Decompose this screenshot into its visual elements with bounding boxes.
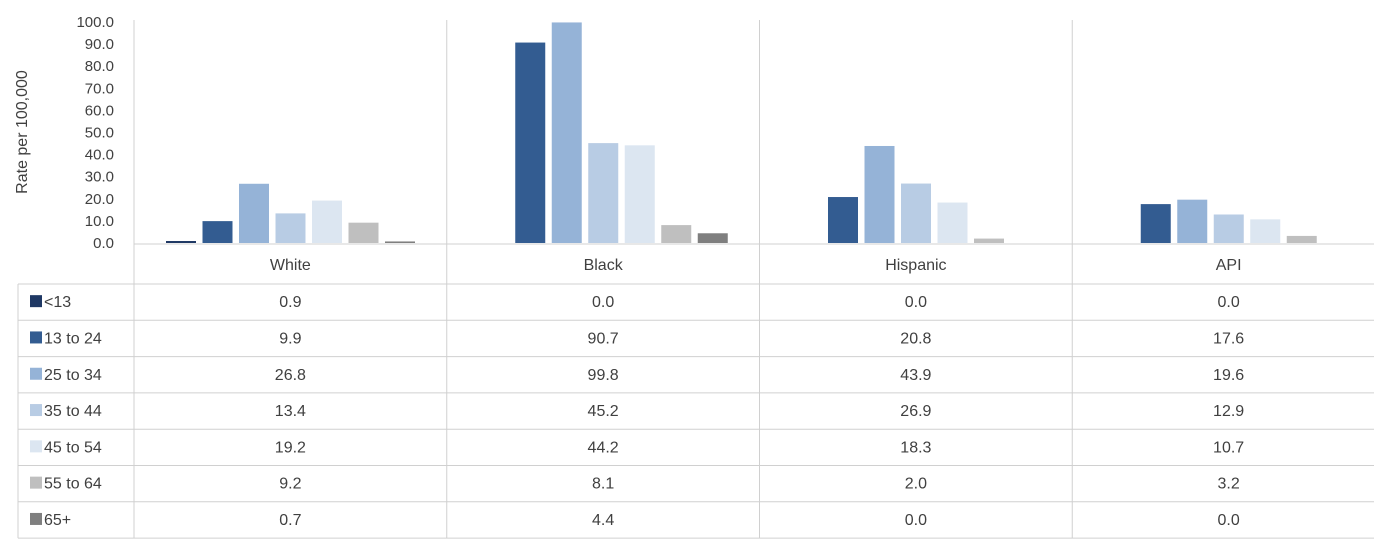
y-tick-label: 100.0: [76, 14, 114, 31]
category-label: API: [1216, 257, 1242, 274]
category-label: White: [270, 257, 311, 274]
data-cell: 17.6: [1213, 330, 1244, 347]
data-cell: 10.7: [1213, 439, 1244, 456]
data-cell: 99.8: [588, 367, 619, 384]
y-tick-label: 0.0: [93, 235, 114, 252]
bar: [828, 197, 858, 243]
legend-swatch: [30, 367, 42, 380]
y-tick-label: 30.0: [85, 169, 114, 186]
bars: [166, 22, 1317, 243]
legend-swatch: [30, 476, 42, 489]
bar: [348, 222, 379, 243]
data-cell: 9.2: [279, 476, 301, 493]
data-cell: 0.0: [905, 294, 927, 311]
bar: [1286, 235, 1317, 243]
data-cell: 0.0: [1218, 294, 1240, 311]
data-cell: 3.2: [1218, 476, 1240, 493]
bar: [275, 213, 306, 243]
series-label: 13 to 24: [44, 330, 102, 347]
data-cell: 19.6: [1213, 367, 1244, 384]
y-tick-label: 20.0: [85, 191, 114, 208]
data-cell: 18.3: [900, 439, 931, 456]
data-cell: 12.9: [1213, 403, 1244, 420]
data-cell: 19.2: [275, 439, 306, 456]
bar: [551, 22, 582, 243]
bar: [202, 221, 233, 243]
bar: [937, 202, 968, 243]
y-tick-label: 50.0: [85, 125, 114, 142]
data-table: White Black Hispanic API <13 0.9 0.0 0.0 0.0 13 t…: [30, 257, 1244, 529]
category-label: Black: [584, 257, 624, 274]
bar: [588, 143, 619, 243]
series-label: 45 to 54: [44, 439, 102, 456]
bar: [166, 241, 196, 243]
data-cell: 13.4: [275, 403, 306, 420]
legend-swatch: [30, 331, 42, 344]
bar: [661, 225, 692, 243]
data-cell: 4.4: [592, 512, 614, 529]
data-cell: 20.8: [900, 330, 931, 347]
category-label: Hispanic: [885, 257, 946, 274]
data-cell: 0.9: [279, 294, 301, 311]
bar: [385, 241, 415, 243]
data-cell: 8.1: [592, 476, 614, 493]
data-cell: 90.7: [588, 330, 619, 347]
series-label: <13: [44, 294, 71, 311]
y-axis-label: Rate per 100,000: [14, 70, 31, 194]
data-cell: 0.0: [1218, 512, 1240, 529]
series-label: 55 to 64: [44, 476, 102, 493]
bar: [864, 145, 895, 243]
y-axis: 0.0 10.0 20.0 30.0 40.0 50.0 60.0 70.0 80.0 90.0 1…: [76, 14, 114, 252]
legend-swatch: [30, 295, 42, 308]
bar: [515, 42, 546, 243]
bar: [974, 238, 1004, 243]
bar: [239, 183, 269, 243]
bar: [901, 183, 931, 243]
data-cell: 26.8: [275, 367, 306, 384]
legend-swatch: [30, 404, 42, 417]
bar: [624, 145, 655, 243]
data-cell: 0.0: [592, 294, 614, 311]
data-cell: 43.9: [900, 367, 931, 384]
data-cell: 44.2: [588, 439, 619, 456]
series-label: 25 to 34: [44, 367, 102, 384]
data-cell: 26.9: [900, 403, 931, 420]
bar: [1213, 214, 1244, 243]
data-cell: 9.9: [279, 330, 301, 347]
bar: [312, 200, 342, 243]
data-cell: 45.2: [588, 403, 619, 420]
bar: [697, 233, 728, 243]
data-cell: 2.0: [905, 476, 927, 493]
series-label: 35 to 44: [44, 403, 102, 420]
legend-swatch: [30, 512, 42, 525]
bar: [1140, 204, 1171, 243]
y-tick-label: 70.0: [85, 80, 114, 97]
bar: [1177, 199, 1208, 243]
y-tick-label: 10.0: [85, 213, 114, 230]
y-tick-label: 60.0: [85, 102, 114, 119]
table-grid: [17, 20, 1374, 539]
legend-swatch: [30, 440, 42, 453]
data-cell: 0.0: [905, 512, 927, 529]
y-tick-label: 80.0: [85, 58, 114, 75]
y-tick-label: 40.0: [85, 147, 114, 164]
bar: [1250, 219, 1281, 243]
y-tick-label: 90.0: [85, 36, 114, 53]
data-cell: 0.7: [279, 512, 301, 529]
series-label: 65+: [44, 512, 71, 529]
